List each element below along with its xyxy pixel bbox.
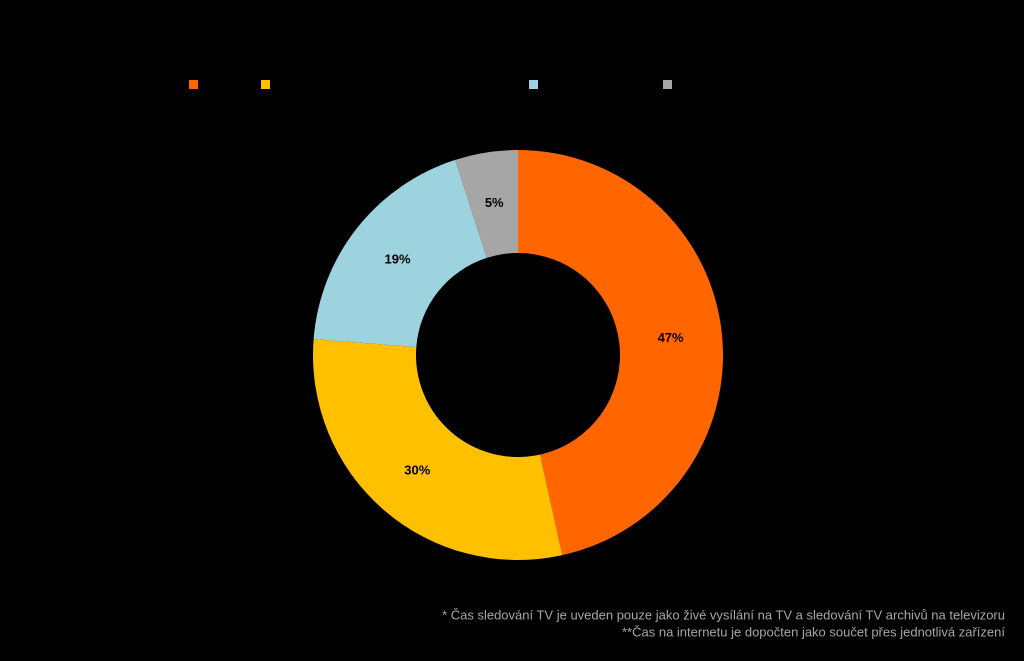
footnote: * Čas sledování TV je uveden pouze jako … <box>442 607 1005 622</box>
donut-segment <box>313 159 487 348</box>
legend-swatch <box>261 80 270 89</box>
donut-segment <box>518 150 723 556</box>
data-label: 47% <box>658 330 684 345</box>
data-label: 19% <box>385 251 411 266</box>
footnote: **Čas na internetu je dopočten jako souč… <box>622 624 1005 639</box>
donut-segment <box>313 339 563 561</box>
legend-swatch <box>663 80 672 89</box>
data-label: 5% <box>485 195 504 210</box>
legend-swatch <box>529 80 538 89</box>
data-label: 30% <box>404 462 430 477</box>
legend-swatch <box>189 80 198 89</box>
donut-segment <box>455 150 518 258</box>
